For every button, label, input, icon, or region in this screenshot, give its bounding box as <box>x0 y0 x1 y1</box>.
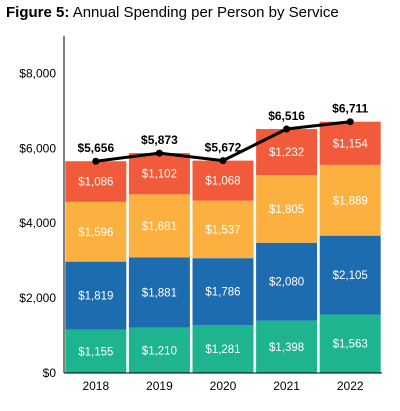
segment-value-label: $1,155 <box>78 346 113 358</box>
y-tick-label: $6,000 <box>19 141 56 155</box>
bar-segment-2 <box>128 257 190 328</box>
bar-segment-3 <box>192 200 254 259</box>
total-value-label: $5,656 <box>77 141 114 155</box>
bar-segment-1 <box>192 325 254 373</box>
x-tick-label: 2019 <box>146 379 173 393</box>
bar-segment-1 <box>256 320 318 373</box>
x-tick-label: 2020 <box>210 379 237 393</box>
bar-segment-4 <box>256 129 318 176</box>
segment-value-label: $1,154 <box>333 138 369 150</box>
segment-value-label: $1,232 <box>269 147 304 159</box>
segment-value-label: $1,819 <box>78 291 113 303</box>
bar-segment-2 <box>192 258 254 326</box>
bar-segment-3 <box>319 164 381 236</box>
segment-value-label: $1,102 <box>142 169 177 181</box>
bar-segment-3 <box>128 194 190 258</box>
total-point <box>155 149 163 157</box>
bar-segment-2 <box>319 235 381 315</box>
bar-segment-4 <box>319 121 381 165</box>
y-tick-label: $4,000 <box>19 216 56 230</box>
segment-value-label: $1,398 <box>269 342 304 354</box>
y-tick-label: $8,000 <box>19 66 56 80</box>
bar-segment-3 <box>65 201 127 262</box>
total-value-label: $5,873 <box>141 133 178 147</box>
total-point <box>346 118 354 126</box>
bar-segment-1 <box>65 329 127 373</box>
segment-value-label: $1,281 <box>205 344 240 356</box>
bar-segment-4 <box>192 160 254 201</box>
segment-value-label: $2,080 <box>269 277 304 289</box>
x-tick-label: 2021 <box>273 379 300 393</box>
segment-value-label: $1,805 <box>269 204 304 216</box>
segment-value-label: $1,786 <box>205 287 240 299</box>
total-value-label: $6,516 <box>268 109 305 123</box>
segment-value-label: $1,086 <box>78 177 113 189</box>
bar-segment-1 <box>319 314 381 373</box>
segment-value-label: $1,537 <box>205 224 240 236</box>
segment-value-label: $1,881 <box>142 287 177 299</box>
segment-value-label: $1,681 <box>142 221 177 233</box>
figure-title: Annual Spending per Person by Service <box>72 4 339 21</box>
segment-value-label: $1,563 <box>333 339 368 351</box>
total-value-label: $5,672 <box>205 141 242 155</box>
segment-value-label: $1,596 <box>78 227 113 239</box>
total-point <box>92 157 100 165</box>
segment-value-label: $1,210 <box>142 345 177 357</box>
y-tick-label: $0 <box>43 366 57 380</box>
x-tick-label: 2018 <box>82 379 109 393</box>
segment-value-label: $1,068 <box>205 176 240 188</box>
bar-segment-2 <box>65 261 127 330</box>
x-tick-label: 2022 <box>337 379 364 393</box>
bar-segment-4 <box>128 153 190 195</box>
total-point <box>219 157 227 165</box>
y-tick-label: $2,000 <box>19 291 56 305</box>
total-value-label: $6,711 <box>332 102 368 116</box>
segment-value-label: $1,889 <box>333 195 368 207</box>
figure-label: Figure 5: <box>6 4 70 21</box>
segment-value-label: $2,105 <box>333 270 368 282</box>
bar-segment-2 <box>256 242 318 321</box>
bar-segment-3 <box>256 175 318 243</box>
total-point <box>283 125 291 133</box>
bar-segment-4 <box>65 161 127 202</box>
bar-segment-1 <box>128 327 190 373</box>
chart-title: Figure 5: Annual Spending per Person by … <box>6 4 339 21</box>
